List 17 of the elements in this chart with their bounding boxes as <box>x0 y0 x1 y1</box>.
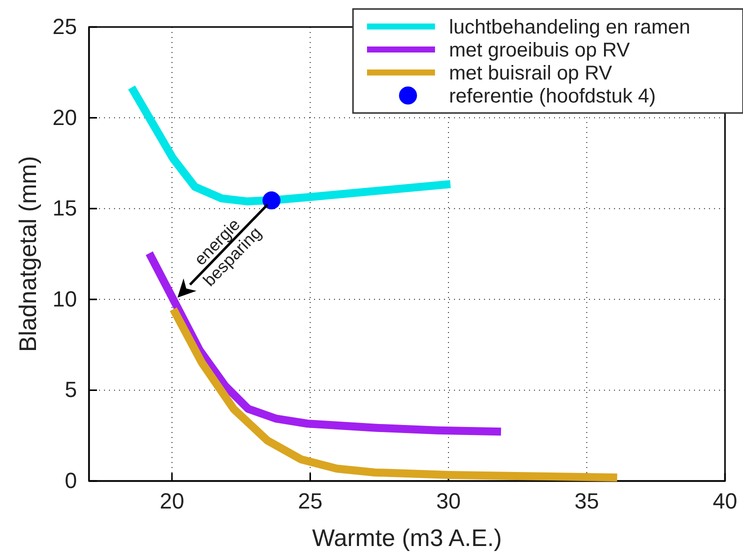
legend-label: met groeibuis op RV <box>449 40 630 62</box>
legend-label: referentie (hoofdstuk 4) <box>449 86 656 108</box>
legend-label: met buisrail op RV <box>449 62 613 84</box>
y-axis-title: Bladnatgetal (mm) <box>15 156 42 352</box>
y-tick-label: 10 <box>52 286 77 312</box>
x-tick-label: 30 <box>436 488 461 514</box>
x-tick-label: 40 <box>712 488 738 514</box>
x-tick-label: 20 <box>160 488 184 514</box>
y-tick-label: 20 <box>52 104 77 130</box>
y-tick-label: 0 <box>64 468 77 494</box>
x-tick-label: 35 <box>574 488 599 514</box>
x-tick-label: 25 <box>298 488 322 514</box>
legend-label: luchtbehandeling en ramen <box>449 16 690 38</box>
x-axis-title: Warmte (m3 A.E.) <box>312 525 502 552</box>
y-tick-label: 5 <box>64 377 77 402</box>
y-tick-label: 25 <box>52 14 77 40</box>
y-tick-label: 15 <box>52 196 77 221</box>
